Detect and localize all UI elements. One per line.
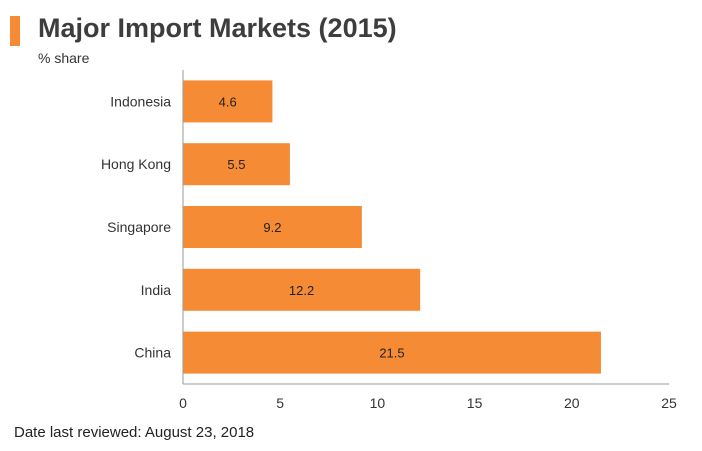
x-tick-label: 25 <box>661 395 677 411</box>
category-label: China <box>134 345 171 361</box>
x-tick-label: 5 <box>276 395 284 411</box>
x-tick-label: 10 <box>370 395 386 411</box>
category-label: Singapore <box>107 219 171 235</box>
chart-title: Major Import Markets (2015) <box>38 13 397 43</box>
category-label: India <box>141 282 172 298</box>
x-axis: 0 5 10 15 20 25 <box>179 70 677 411</box>
category-label: Hong Kong <box>101 156 171 172</box>
bar-singapore <box>183 206 362 248</box>
bar-hong-kong <box>183 143 290 186</box>
data-label: 21.5 <box>379 346 404 361</box>
data-label: 5.5 <box>227 157 245 172</box>
data-label: 4.6 <box>219 94 237 109</box>
data-label: 12.2 <box>289 283 314 298</box>
bars-layer: 4.6 5.5 9.2 12.2 21.5 <box>183 80 601 374</box>
bar-india <box>183 268 421 311</box>
bar-china <box>183 331 601 374</box>
category-label: Indonesia <box>110 93 171 109</box>
category-labels: Indonesia Hong Kong Singapore India China <box>101 93 171 360</box>
x-tick-label: 20 <box>564 395 580 411</box>
title-accent-bar <box>10 16 20 46</box>
data-label: 9.2 <box>263 220 281 235</box>
x-tick-label: 15 <box>467 395 483 411</box>
bar-indonesia <box>183 80 273 123</box>
date-last-reviewed: Date last reviewed: August 23, 2018 <box>14 424 255 441</box>
x-tick-label: 0 <box>179 395 187 411</box>
chart-subtitle: % share <box>38 50 90 66</box>
